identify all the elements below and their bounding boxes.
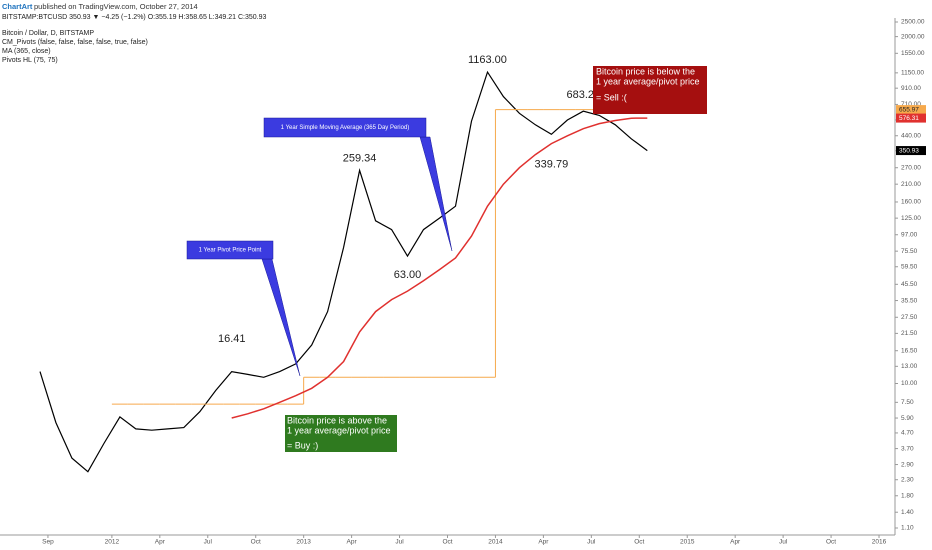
y-tick-label: 210.00 xyxy=(901,181,921,188)
x-tick-label: 2016 xyxy=(872,539,887,546)
callout-text: 1 Year Simple Moving Average (365 Day Pe… xyxy=(281,125,410,131)
y-tick-label: 13.00 xyxy=(901,363,918,370)
plot: 2500.00 2000.00 1550.00 1150.00 910.00 710.00… xyxy=(39,19,925,546)
y-tick-label: 2.30 xyxy=(901,476,914,483)
y-tick-label: 45.50 xyxy=(901,281,918,288)
x-tick-label: Oct xyxy=(442,539,452,546)
y-tick-label: 2000.00 xyxy=(901,33,925,40)
legend-entry: CM_Pivots (false, false, false, false, t… xyxy=(2,39,148,46)
pivot-label: 1163.00 xyxy=(468,54,507,66)
price-tag xyxy=(896,146,926,156)
sell-box xyxy=(593,66,707,114)
callout-box xyxy=(263,117,427,138)
y-tick-label: 2.90 xyxy=(901,461,914,468)
buy-text: 1 year average/pivot price xyxy=(287,425,391,435)
y-tick-label: 75.50 xyxy=(901,248,918,255)
y-tick-label: 1150.00 xyxy=(901,70,924,77)
y-tick-label: 16.50 xyxy=(901,347,918,354)
x-tick-label: Jul xyxy=(395,539,404,546)
x-tick-label: Oct xyxy=(826,539,836,546)
pivot-label: 339.79 xyxy=(535,159,569,171)
sell-text: = Sell :( xyxy=(596,92,627,102)
buy-text: Bitcoin price is above the xyxy=(287,415,387,425)
y-tick-label: 7.50 xyxy=(901,399,914,406)
sell-text: Bitcoin price is below the xyxy=(596,66,695,76)
pivot-label: 683.26 xyxy=(567,89,601,101)
x-tick-label: Jul xyxy=(204,539,213,546)
price-tag-label: 350.93 xyxy=(899,147,919,154)
price-tags: 350.93 655.97 576.31 xyxy=(896,105,926,156)
x-tick-label: Oct xyxy=(251,539,261,546)
y-tick-label: 1550.00 xyxy=(901,50,925,57)
x-tick-label: Apr xyxy=(155,539,166,546)
series-line xyxy=(39,70,648,473)
x-tick-label: Jul xyxy=(587,539,596,546)
buy-box xyxy=(285,415,397,452)
pivot-label: 63.00 xyxy=(394,269,422,281)
x-tick-label: 2015 xyxy=(680,539,695,546)
y-tick-label: 160.00 xyxy=(901,199,921,206)
x-tick-label: Apr xyxy=(347,539,358,546)
y-tick-label: 1.80 xyxy=(901,492,914,499)
price-tag-label: 655.97 xyxy=(899,106,919,113)
callout-pointer xyxy=(261,258,301,377)
y-tick-label: 10.00 xyxy=(901,380,918,387)
published: published on TradingView.com, October 27… xyxy=(34,2,198,11)
legend-entry: Bitcoin / Dollar, D, BITSTAMP xyxy=(2,30,94,37)
y-tick-label: 35.50 xyxy=(901,297,918,304)
callout-text: 1 Year Pivot Price Point xyxy=(199,248,262,254)
y-tick-label: 1.40 xyxy=(901,509,914,516)
author: ChartArt xyxy=(2,2,33,11)
y-tick-label: 125.00 xyxy=(901,215,921,222)
symbol-line: BITSTAMP:BTCUSD 350.93 ▼ −4.25 (−1.2%) O… xyxy=(2,14,266,21)
series-line xyxy=(231,117,648,419)
price-tag xyxy=(896,113,926,123)
y-tick-label: 710.00 xyxy=(901,101,921,108)
price-tag xyxy=(896,105,926,115)
x-tick-label: Oct xyxy=(634,539,644,546)
buy-text: = Buy :) xyxy=(287,440,318,450)
legend-entry: Pivots HL (75, 75) xyxy=(2,57,58,64)
y-tick-label: 59.50 xyxy=(901,263,918,270)
pivot-label: 259.34 xyxy=(343,152,377,164)
callout-pointer xyxy=(419,136,453,252)
price-tag-label: 576.31 xyxy=(899,115,919,122)
legend-entry: MA (365, close) xyxy=(2,48,51,55)
pivot-label: 16.41 xyxy=(218,333,246,345)
y-tick-label: 2500.00 xyxy=(901,19,925,26)
y-tick-label: 440.00 xyxy=(901,132,921,139)
y-tick-label: 1.10 xyxy=(901,525,914,532)
y-tick-label: 4.70 xyxy=(901,430,914,437)
x-tick-label: Jul xyxy=(779,539,788,546)
x-tick-label: 2014 xyxy=(488,539,503,546)
y-tick-label: 27.50 xyxy=(901,314,918,321)
x-tick-label: 2013 xyxy=(296,539,311,546)
y-tick-label: 21.50 xyxy=(901,330,918,337)
y-tick-label: 3.70 xyxy=(901,445,914,452)
x-tick-label: Apr xyxy=(538,539,549,546)
y-tick-label: 97.00 xyxy=(901,231,918,238)
y-tick-label: 5.90 xyxy=(901,415,914,422)
x-tick-label: Apr xyxy=(730,539,741,546)
x-tick-label: 2012 xyxy=(105,539,120,546)
x-tick-label: Sep xyxy=(42,539,54,546)
sell-text: 1 year average/pivot price xyxy=(596,76,700,86)
callout-box xyxy=(186,240,274,260)
y-tick-label: 270.00 xyxy=(901,164,921,171)
y-tick-label: 910.00 xyxy=(901,85,921,92)
